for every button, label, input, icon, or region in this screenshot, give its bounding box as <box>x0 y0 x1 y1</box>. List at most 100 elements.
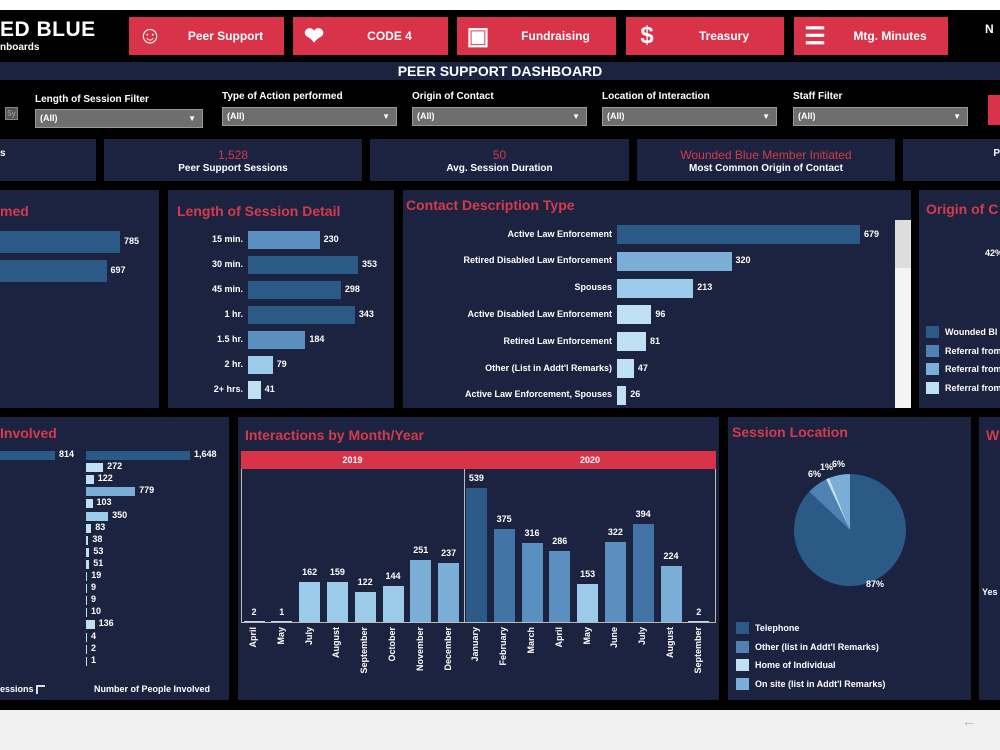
bar[interactable] <box>688 621 710 622</box>
pie-slice[interactable] <box>809 479 850 530</box>
bar[interactable] <box>86 644 87 654</box>
bar[interactable] <box>86 620 95 630</box>
bar[interactable] <box>248 306 355 324</box>
bar[interactable] <box>299 581 321 622</box>
filter-dropdown[interactable]: (All) ▼ <box>793 107 968 126</box>
nav-mtg-minutes[interactable]: ☰ Mtg. Minutes <box>794 17 948 55</box>
arrow-left-icon[interactable]: ← <box>962 713 976 729</box>
bar[interactable] <box>577 583 599 622</box>
bar[interactable] <box>465 488 487 622</box>
bar[interactable] <box>0 260 107 282</box>
bar[interactable] <box>86 499 93 509</box>
nav-peer-support[interactable]: ☺ Peer Support <box>129 17 284 55</box>
bar[interactable] <box>617 225 860 244</box>
bar-label: 30 min. <box>211 259 243 269</box>
bar[interactable] <box>86 596 87 606</box>
reset-button[interactable] <box>988 95 1000 125</box>
bar[interactable] <box>86 608 87 618</box>
legend-item[interactable]: Other (list in Addt'l Remarks) <box>736 640 879 653</box>
bar[interactable] <box>0 451 55 460</box>
bar[interactable] <box>86 547 90 557</box>
legend-item[interactable]: Telephone <box>736 622 799 634</box>
bar[interactable] <box>604 541 626 622</box>
bar[interactable] <box>438 563 460 622</box>
bar[interactable] <box>271 621 293 622</box>
bar[interactable] <box>521 543 543 622</box>
filter-dropdown[interactable]: (All) ▼ <box>602 107 777 126</box>
chevron-down-icon: ▼ <box>762 112 770 121</box>
bar[interactable] <box>248 231 320 249</box>
bar-label: 1.5 hr. <box>216 334 243 344</box>
bar[interactable] <box>617 305 652 325</box>
legend-item[interactable]: Referral from <box>926 363 1000 375</box>
pie-slice[interactable] <box>826 477 850 530</box>
bar-value: 322 <box>607 526 623 537</box>
bar[interactable] <box>86 535 89 545</box>
bar[interactable] <box>86 632 87 642</box>
bar[interactable] <box>382 586 404 622</box>
bar[interactable] <box>248 381 261 399</box>
legend-label: Wounded Bl <box>945 327 998 337</box>
bar[interactable] <box>617 385 627 405</box>
bar-value: 350 <box>112 509 128 520</box>
bar-value: 286 <box>552 535 568 546</box>
year-header-2019: 2019 <box>241 451 464 469</box>
bar[interactable] <box>86 487 136 497</box>
filter-dropdown[interactable]: (All) ▼ <box>222 107 397 126</box>
kpi-value: 1,528 <box>217 148 249 162</box>
filter-value: (All) <box>607 111 625 121</box>
bar[interactable] <box>248 256 358 274</box>
filter-dropdown[interactable]: (All) ▼ <box>412 107 587 126</box>
nav-fundraising[interactable]: ▣ Fundraising <box>457 17 616 55</box>
bar[interactable] <box>248 281 341 299</box>
bar[interactable] <box>86 572 88 581</box>
filter-dropdown[interactable]: (All) ▼ <box>35 109 203 128</box>
bar[interactable] <box>86 523 92 533</box>
clipboard-icon: ☰ <box>804 22 826 50</box>
bar[interactable] <box>86 463 104 473</box>
legend-item[interactable]: Referral from <box>926 381 1000 394</box>
bar[interactable] <box>86 559 90 569</box>
bar-value: 144 <box>385 571 401 582</box>
nav-code-4[interactable]: ❤ CODE 4 <box>293 17 448 55</box>
pie-slice[interactable] <box>829 474 850 530</box>
bar[interactable] <box>86 475 94 485</box>
bar[interactable] <box>549 550 571 622</box>
sort-icon[interactable] <box>36 685 46 695</box>
scrollbar-thumb[interactable] <box>895 220 911 268</box>
bar-value: 272 <box>107 461 123 472</box>
bar[interactable] <box>86 584 87 594</box>
scrollbar[interactable] <box>895 220 911 408</box>
legend-item[interactable]: Home of Individual <box>736 659 836 671</box>
bar[interactable] <box>617 359 634 378</box>
bar[interactable] <box>86 511 109 521</box>
bar[interactable] <box>354 591 376 622</box>
legend-item[interactable]: Referral from <box>926 344 1000 357</box>
bar[interactable] <box>493 528 515 622</box>
bar[interactable] <box>0 231 120 253</box>
bar[interactable] <box>248 356 273 374</box>
nav-treasury[interactable]: $ Treasury <box>626 17 784 55</box>
date-range-box[interactable]: 5y <box>5 107 18 120</box>
brand-subtitle: nboards <box>0 42 40 53</box>
bar-value: 230 <box>323 234 339 244</box>
bar[interactable] <box>617 251 732 271</box>
legend-swatch <box>736 640 749 653</box>
bar[interactable] <box>326 582 348 622</box>
bar[interactable] <box>248 331 306 349</box>
bar-value: 785 <box>124 236 140 246</box>
legend-item[interactable]: On site (list in Addt'l Remarks) <box>736 677 885 690</box>
bar[interactable] <box>86 451 190 460</box>
bar[interactable] <box>410 559 432 622</box>
bar[interactable] <box>86 656 87 666</box>
bar[interactable] <box>243 621 265 622</box>
legend-swatch <box>926 326 939 338</box>
bar[interactable] <box>617 332 646 352</box>
legend-item[interactable]: Wounded Bl <box>926 326 997 338</box>
bar[interactable] <box>617 278 694 298</box>
month-label: March <box>526 627 536 654</box>
bar[interactable] <box>632 524 654 622</box>
bar[interactable] <box>660 566 682 622</box>
legend-label: Other (list in Addt'l Remarks) <box>755 641 879 652</box>
nav-label: Fundraising <box>521 29 590 43</box>
